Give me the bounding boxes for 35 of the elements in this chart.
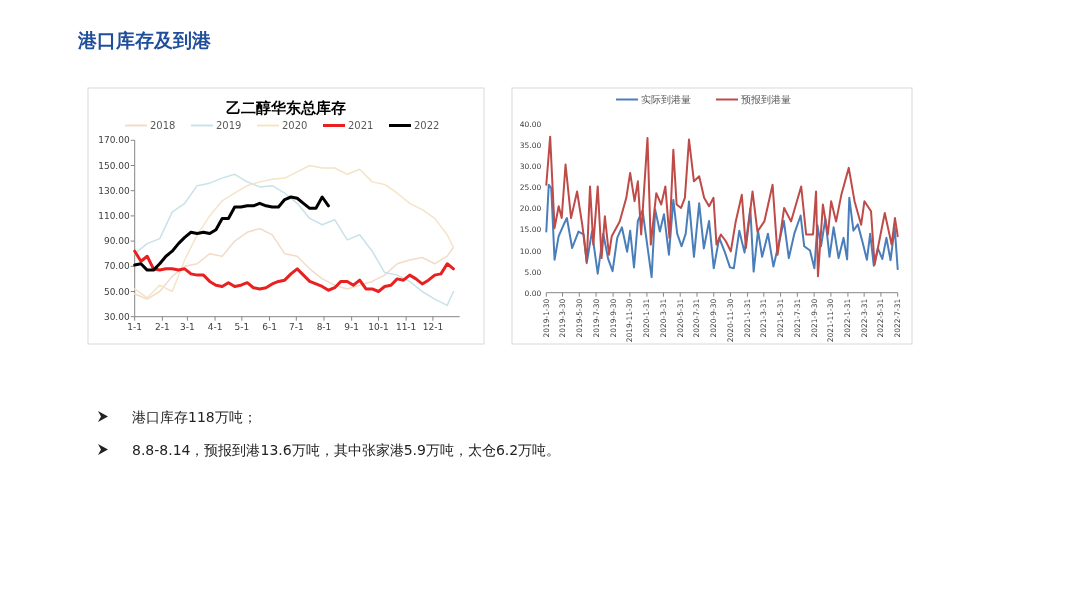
legend-label: 实际到港量 <box>641 94 691 105</box>
legend-label: 2020 <box>282 120 308 131</box>
legend-label: 预报到港量 <box>741 94 791 105</box>
text: 8.8-8.14，预报到港13.6万吨，其中张家港5.9万吨，太仓6.2万吨。 <box>132 442 561 458</box>
legend-label: 2021 <box>348 120 374 131</box>
x-tick-label: 6-1 <box>262 321 277 332</box>
text: 港口库存及到港 <box>77 29 212 51</box>
x-tick-label: 3-1 <box>180 321 195 332</box>
x-tick-label: 2-1 <box>155 321 170 332</box>
line-series <box>545 183 899 279</box>
legend-label: 2022 <box>414 120 440 131</box>
x-tick-label: 12-1 <box>422 321 444 332</box>
x-tick-label: 9-1 <box>344 321 360 332</box>
y-tick-label: 170.00 <box>98 135 130 146</box>
line-series <box>545 135 899 278</box>
y-tick-label: 110.00 <box>98 210 130 221</box>
text: 港口库存118万吨； <box>132 409 257 425</box>
y-tick-label: 50.00 <box>103 286 130 297</box>
x-tick-label: 1-1 <box>127 321 143 332</box>
y-tick-label: 30.00 <box>103 311 130 322</box>
x-tick-label: 11-1 <box>395 321 417 332</box>
legend-label: 2018 <box>150 120 176 131</box>
y-tick-label: 130.00 <box>98 185 130 196</box>
y-tick-label: 70.00 <box>103 261 130 272</box>
line-series <box>133 195 330 272</box>
y-tick-label: 90.00 <box>103 236 130 247</box>
x-tick-label: 7-1 <box>288 321 304 332</box>
x-tick-label: 5-1 <box>234 321 250 332</box>
x-tick-label: 4-1 <box>207 321 223 332</box>
y-tick-label: 150.00 <box>98 160 130 171</box>
line-series <box>133 249 455 293</box>
x-tick-label: 8-1 <box>316 321 332 332</box>
x-tick-label: 10-1 <box>368 321 389 332</box>
legend-label: 2019 <box>216 120 242 131</box>
chart-title: 乙二醇华东总库存 <box>226 99 346 117</box>
